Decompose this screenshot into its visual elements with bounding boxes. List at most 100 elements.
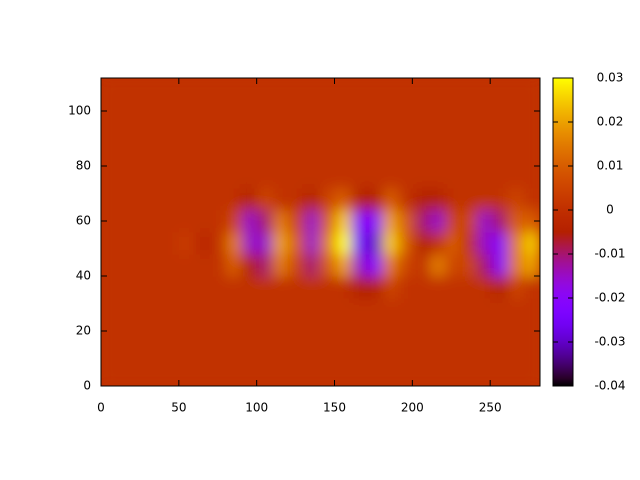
heat-cell [335,341,353,365]
heat-cell [116,297,133,321]
heat-cell [241,297,259,321]
heat-cell [351,275,369,299]
heat-cell [523,341,540,365]
heat-cell [272,209,290,233]
heat-cell [257,297,274,321]
heat-cell [257,143,274,167]
heat-cell [398,209,416,233]
heat-cell [476,209,494,233]
heat-cell [272,319,290,343]
heat-cell [257,165,274,189]
heat-cell [382,143,400,167]
heat-cell [288,275,306,299]
heat-cell [382,363,400,386]
heat-cell [210,363,227,386]
heat-cell [351,319,369,343]
heat-cell [194,319,212,343]
heat-cell [476,231,494,255]
colorbar-tick-label: 0.02 [597,115,624,129]
heat-cell [257,341,274,365]
heat-cell [225,253,243,277]
heat-cell [147,165,165,189]
heat-cell [320,297,337,321]
heat-cell [414,231,431,255]
heat-cell [335,275,353,299]
heat-cell [508,121,525,145]
heat-cell [163,363,180,386]
heat-cell [210,319,227,343]
heat-cell [131,253,149,277]
heat-cell [304,165,321,189]
heat-cell [367,121,384,145]
heat-cell [320,187,337,211]
heat-cell [178,297,196,321]
heat-cell [178,341,196,365]
heat-cell [116,99,133,123]
heat-cell [225,78,243,101]
heat-cell [367,319,384,343]
heat-cell [476,121,494,145]
heat-cell [382,165,400,189]
heat-cell [272,297,290,321]
heat-cell [523,209,540,233]
heat-cell [367,165,384,189]
heat-cell [210,341,227,365]
heatmap-cells [101,78,540,386]
heat-cell [429,275,447,299]
heat-cell [101,165,118,189]
heat-cell [508,297,525,321]
colorbar [552,77,574,387]
heat-cell [257,231,274,255]
y-tick-label: 60 [76,214,91,228]
heat-cell [382,275,400,299]
heat-cell [131,78,149,101]
heat-cell [241,231,259,255]
heat-cell [101,363,118,386]
heat-cell [367,78,384,101]
heat-cell [429,78,447,101]
heat-cell [241,187,259,211]
heat-cell [429,165,447,189]
heat-cell [398,165,416,189]
heat-cell [382,231,400,255]
heat-cell [225,99,243,123]
heat-cell [116,319,133,343]
heat-cell [398,341,416,365]
heat-cell [398,231,416,255]
heat-cell [461,209,478,233]
heat-cell [288,319,306,343]
heat-cell [272,78,290,101]
heat-cell [508,341,525,365]
plot-area [101,78,540,386]
heat-cell [288,187,306,211]
heat-cell [210,275,227,299]
heat-cell [476,253,494,277]
heat-cell [492,187,510,211]
heat-cell [398,253,416,277]
heat-cell [414,165,431,189]
heat-cell [225,209,243,233]
heat-cell [461,275,478,299]
heat-cell [116,253,133,277]
heat-cell [492,297,510,321]
heat-cell [476,99,494,123]
heat-cell [429,297,447,321]
heat-cell [116,143,133,167]
heat-cell [241,275,259,299]
heat-cell [414,99,431,123]
heat-cell [476,275,494,299]
heat-cell [476,319,494,343]
heat-cell [210,297,227,321]
heat-cell [241,319,259,343]
heat-cell [272,143,290,167]
heat-cell [194,143,212,167]
heat-cell [272,187,290,211]
heat-cell [225,363,243,386]
x-tick-label: 0 [97,401,105,415]
colorbar-tick-label: -0.01 [594,247,625,261]
heat-cell [398,319,416,343]
heat-cell [508,187,525,211]
heat-cell [492,99,510,123]
heat-cell [101,253,118,277]
heat-cell [163,78,180,101]
